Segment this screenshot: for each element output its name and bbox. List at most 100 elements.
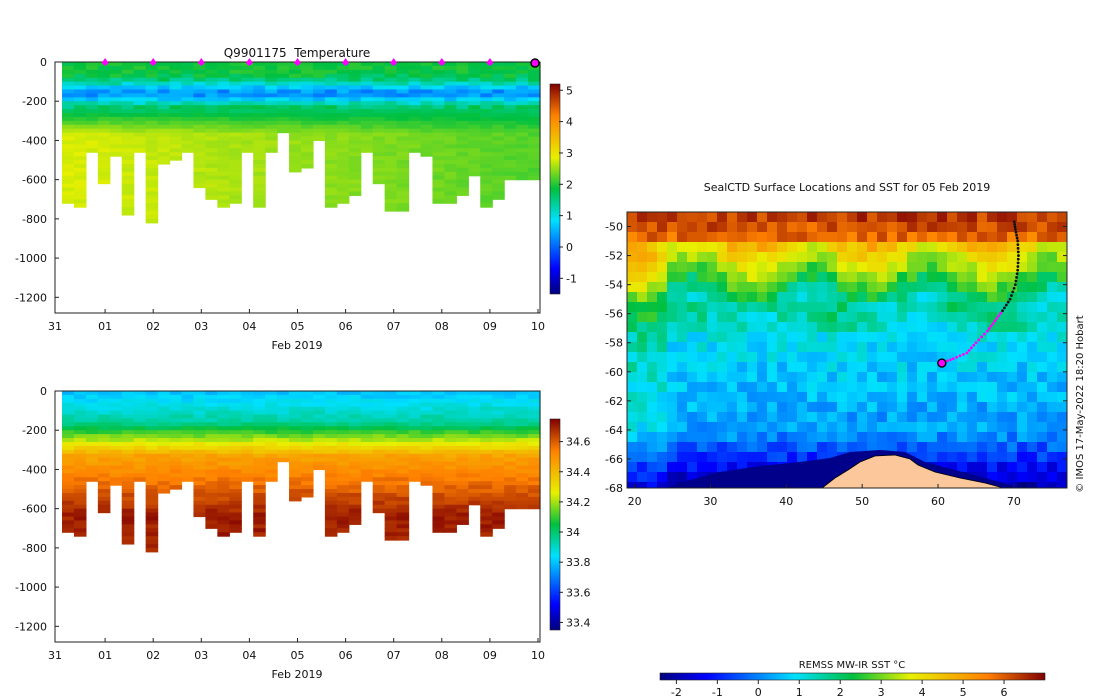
profile-cell xyxy=(324,508,338,514)
profile-cell xyxy=(277,418,290,423)
profile-cell xyxy=(324,532,338,537)
profile-cell xyxy=(97,97,111,102)
sst-cell xyxy=(897,422,908,433)
track-point xyxy=(1013,222,1017,226)
sst-colorbar-tick-label: 5 xyxy=(960,686,967,699)
profile-cell xyxy=(229,116,242,122)
profile-cell xyxy=(360,465,374,471)
colorbar-tick-label: 3 xyxy=(566,147,573,160)
profile-cell xyxy=(229,191,242,196)
profile-cell xyxy=(432,81,445,87)
sst-cell xyxy=(717,352,728,363)
profile-cell xyxy=(73,81,87,87)
profile-cell xyxy=(336,65,350,71)
sst-cell xyxy=(757,242,768,253)
profile-cell xyxy=(229,62,242,67)
sst-cell xyxy=(667,442,678,453)
profile-cell xyxy=(109,449,123,455)
sst-cell xyxy=(717,372,728,383)
profile-cell xyxy=(241,434,254,439)
profile-cell xyxy=(97,85,111,91)
sst-cell xyxy=(887,422,898,433)
profile-cell xyxy=(528,434,541,439)
profile-cell xyxy=(348,69,362,75)
profile-cell xyxy=(145,489,159,494)
sst-cell xyxy=(727,362,738,373)
sst-cell xyxy=(777,212,788,223)
profile-cell xyxy=(85,128,99,134)
sst-cell xyxy=(1057,412,1068,423)
sst-cell xyxy=(987,272,998,283)
profile-cell xyxy=(492,69,505,75)
profile-cell xyxy=(97,179,111,185)
profile-cell xyxy=(504,473,517,478)
sst-cell xyxy=(707,232,718,243)
track-point xyxy=(1015,275,1018,279)
profile-cell xyxy=(444,109,457,114)
profile-cell xyxy=(372,485,386,490)
sst-cell xyxy=(957,462,968,473)
sst-cell xyxy=(997,252,1008,263)
profile-cell xyxy=(169,426,183,431)
profile-cell xyxy=(109,430,123,435)
profile-cell xyxy=(372,434,386,439)
profile-cell xyxy=(384,402,398,408)
sst-cell xyxy=(637,302,648,313)
profile-cell xyxy=(492,109,505,114)
profile-cell xyxy=(205,116,218,122)
profile-cell xyxy=(85,112,99,118)
sst-cell xyxy=(1047,402,1058,413)
profile-cell xyxy=(253,69,266,75)
profile-cell xyxy=(348,394,362,400)
profile-cell xyxy=(253,109,266,114)
profile-cell xyxy=(324,453,338,459)
profile-cell xyxy=(85,144,99,149)
profile-cell xyxy=(324,430,338,435)
sst-cell xyxy=(737,382,748,393)
profile-cell xyxy=(145,485,159,490)
sst-cell xyxy=(987,262,998,273)
profile-cell xyxy=(301,112,314,118)
sst-cell xyxy=(827,242,838,253)
profile-cell xyxy=(145,191,159,196)
x-tick-label: 07 xyxy=(387,320,401,333)
sst-cell xyxy=(1017,352,1028,363)
sst-colorbar-label: REMSS MW-IR SST °C xyxy=(799,660,906,671)
sst-cell xyxy=(837,442,848,453)
profile-cell xyxy=(348,81,362,87)
profile-cell xyxy=(97,140,111,145)
profile-cell xyxy=(229,85,242,91)
profile-cell xyxy=(62,105,75,110)
sst-cell xyxy=(937,332,948,343)
sst-cell xyxy=(1047,212,1058,223)
profile-cell xyxy=(360,65,374,71)
sst-cell xyxy=(727,442,738,453)
sst-cell xyxy=(797,352,808,363)
sst-cell xyxy=(1027,432,1038,443)
profile-cell xyxy=(121,73,135,79)
sst-cell xyxy=(687,242,698,253)
sst-cell xyxy=(1047,412,1058,423)
profile-cell xyxy=(169,93,183,98)
profile-cell xyxy=(73,69,87,75)
profile-cell xyxy=(528,441,541,447)
sst-cell xyxy=(837,222,848,233)
profile-cell xyxy=(241,445,254,451)
profile-cell xyxy=(432,402,445,408)
profile-cell xyxy=(133,144,147,149)
profile-cell xyxy=(372,492,386,498)
profile-cell xyxy=(205,492,218,498)
profile-cell xyxy=(480,496,493,502)
sst-cell xyxy=(977,222,988,233)
profile-cell xyxy=(85,136,99,142)
profile-cell xyxy=(62,97,75,102)
profile-cell xyxy=(265,445,278,451)
sst-cell xyxy=(707,332,718,343)
profile-cell xyxy=(492,183,505,189)
profile-cell xyxy=(121,391,135,396)
sst-cell xyxy=(847,372,858,383)
profile-cell xyxy=(444,163,457,169)
profile-cell xyxy=(169,441,183,447)
sst-cell xyxy=(1047,222,1058,233)
sst-cell xyxy=(837,422,848,433)
